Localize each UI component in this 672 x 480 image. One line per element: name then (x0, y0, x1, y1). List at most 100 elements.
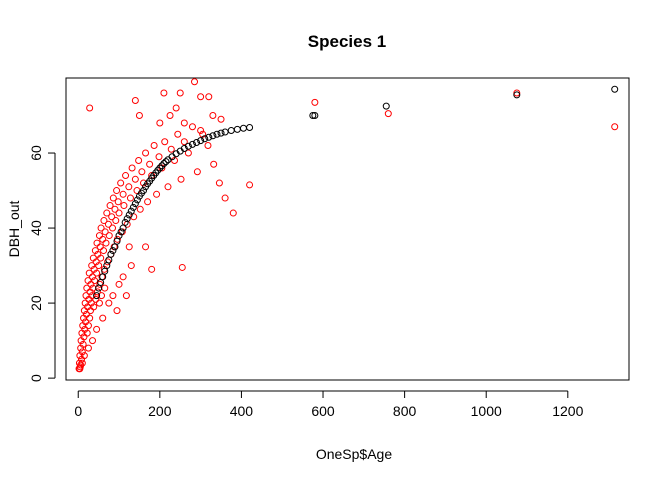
data-point (84, 344, 92, 352)
data-point (180, 119, 188, 127)
data-point (136, 205, 144, 213)
data-point (99, 314, 107, 322)
data-point (144, 198, 152, 206)
data-point (129, 203, 137, 211)
points-layer (75, 78, 619, 373)
data-point (115, 280, 123, 288)
data-point (106, 202, 114, 210)
data-point (160, 89, 168, 97)
data-point (127, 262, 135, 270)
chart-title: Species 1 (308, 32, 386, 51)
data-point (86, 104, 94, 112)
data-point (120, 202, 128, 210)
data-point (84, 322, 92, 330)
data-point (199, 130, 207, 138)
data-point (78, 359, 86, 367)
data-point (97, 292, 105, 300)
data-point (122, 292, 130, 300)
data-point (117, 228, 125, 236)
data-point (109, 224, 117, 232)
data-point (87, 280, 95, 288)
data-point (191, 78, 199, 86)
x-axis-label: OneSp$Age (316, 446, 392, 462)
data-point (131, 175, 139, 183)
data-point (83, 329, 91, 337)
data-point (233, 125, 241, 133)
data-point (221, 194, 229, 202)
data-point (229, 209, 237, 217)
data-point (125, 243, 133, 251)
data-point (109, 247, 117, 255)
data-point (180, 145, 188, 153)
data-point (115, 209, 123, 217)
series-black (93, 85, 619, 300)
data-point (80, 352, 88, 360)
data-point (77, 361, 85, 369)
x-tick-label: 600 (311, 403, 335, 419)
data-point (174, 130, 182, 138)
data-point (140, 187, 148, 195)
data-point (79, 340, 87, 348)
data-point (158, 164, 166, 172)
data-point (140, 179, 148, 187)
data-point (193, 168, 201, 176)
data-point (221, 128, 229, 136)
data-point (180, 138, 188, 146)
data-point (86, 314, 94, 322)
data-point (90, 303, 98, 311)
data-point (146, 160, 154, 168)
data-point (611, 85, 619, 93)
y-tick-label: 0 (28, 374, 44, 382)
data-point (101, 228, 109, 236)
data-point (239, 124, 247, 132)
data-point (76, 365, 84, 373)
data-point (156, 164, 164, 172)
data-point (131, 200, 139, 208)
data-point (135, 112, 143, 120)
data-point (148, 265, 156, 273)
data-point (133, 187, 141, 195)
x-tick-label: 1200 (552, 403, 583, 419)
data-point (93, 292, 101, 300)
x-tick-label: 800 (393, 403, 417, 419)
data-point (150, 142, 158, 150)
data-point (100, 247, 108, 255)
data-point (142, 149, 150, 157)
data-point (156, 119, 164, 127)
data-point (213, 130, 221, 138)
data-point (127, 207, 135, 215)
data-point (102, 239, 110, 247)
data-point (611, 123, 619, 131)
data-point (104, 220, 112, 228)
data-point (107, 250, 115, 258)
data-point (311, 98, 319, 106)
data-point (197, 93, 205, 101)
data-point (119, 190, 127, 198)
data-point (178, 263, 186, 271)
data-point (125, 211, 133, 219)
data-point (184, 142, 192, 150)
data-point (131, 97, 139, 105)
data-point (161, 138, 169, 146)
data-point (155, 153, 163, 161)
data-point (205, 133, 213, 141)
data-point (113, 187, 121, 195)
x-tick-label: 1000 (471, 403, 502, 419)
data-point (95, 232, 103, 240)
data-point (205, 93, 213, 101)
data-point (113, 307, 121, 315)
data-point (193, 139, 201, 147)
data-point (105, 232, 113, 240)
data-point (96, 243, 104, 251)
y-tick-label: 20 (28, 295, 44, 311)
data-point (164, 183, 172, 191)
data-point (513, 89, 521, 97)
data-point (128, 164, 136, 172)
data-point (123, 215, 131, 223)
data-point (166, 112, 174, 120)
x-tick-label: 400 (230, 403, 254, 419)
data-point (108, 213, 116, 221)
data-point (227, 127, 235, 135)
data-point (188, 123, 196, 131)
